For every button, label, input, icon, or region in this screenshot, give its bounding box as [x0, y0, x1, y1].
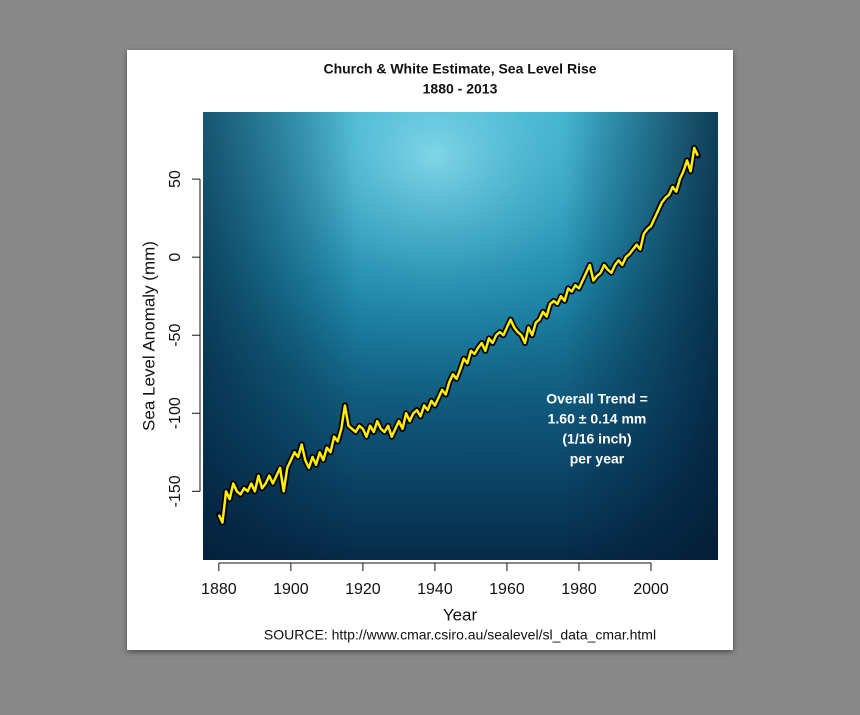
x-tick-label: 1960	[489, 581, 525, 598]
plot-background	[203, 112, 718, 560]
annotation: Overall Trend =	[546, 391, 648, 407]
x-tick-label: 1920	[345, 581, 381, 598]
x-axis-label: Year	[443, 605, 478, 624]
chart-title: Church & White Estimate, Sea Level Rise	[323, 61, 596, 77]
annotation: 1.60 ± 0.14 mm	[548, 411, 647, 427]
x-tick-label: 1940	[417, 581, 453, 598]
annotation: per year	[570, 451, 625, 467]
data-line	[217, 146, 699, 524]
y-tick-label: -150	[167, 475, 184, 507]
y-tick-label: 50	[167, 170, 184, 188]
y-tick-label: -100	[167, 397, 184, 429]
x-tick-label: 1880	[201, 581, 237, 598]
x-tick-label: 1900	[273, 581, 309, 598]
x-tick-label: 2000	[633, 581, 669, 598]
annotation: (1/16 inch)	[562, 431, 631, 447]
y-tick-label: 0	[167, 253, 184, 262]
y-axis-label: Sea Level Anomaly (mm)	[139, 241, 158, 431]
source-note: SOURCE: http://www.cmar.csiro.au/sealeve…	[264, 627, 656, 643]
x-tick-label: 1980	[561, 581, 597, 598]
y-tick-label: -50	[167, 324, 184, 347]
chart-subtitle: 1880 - 2013	[423, 81, 498, 97]
